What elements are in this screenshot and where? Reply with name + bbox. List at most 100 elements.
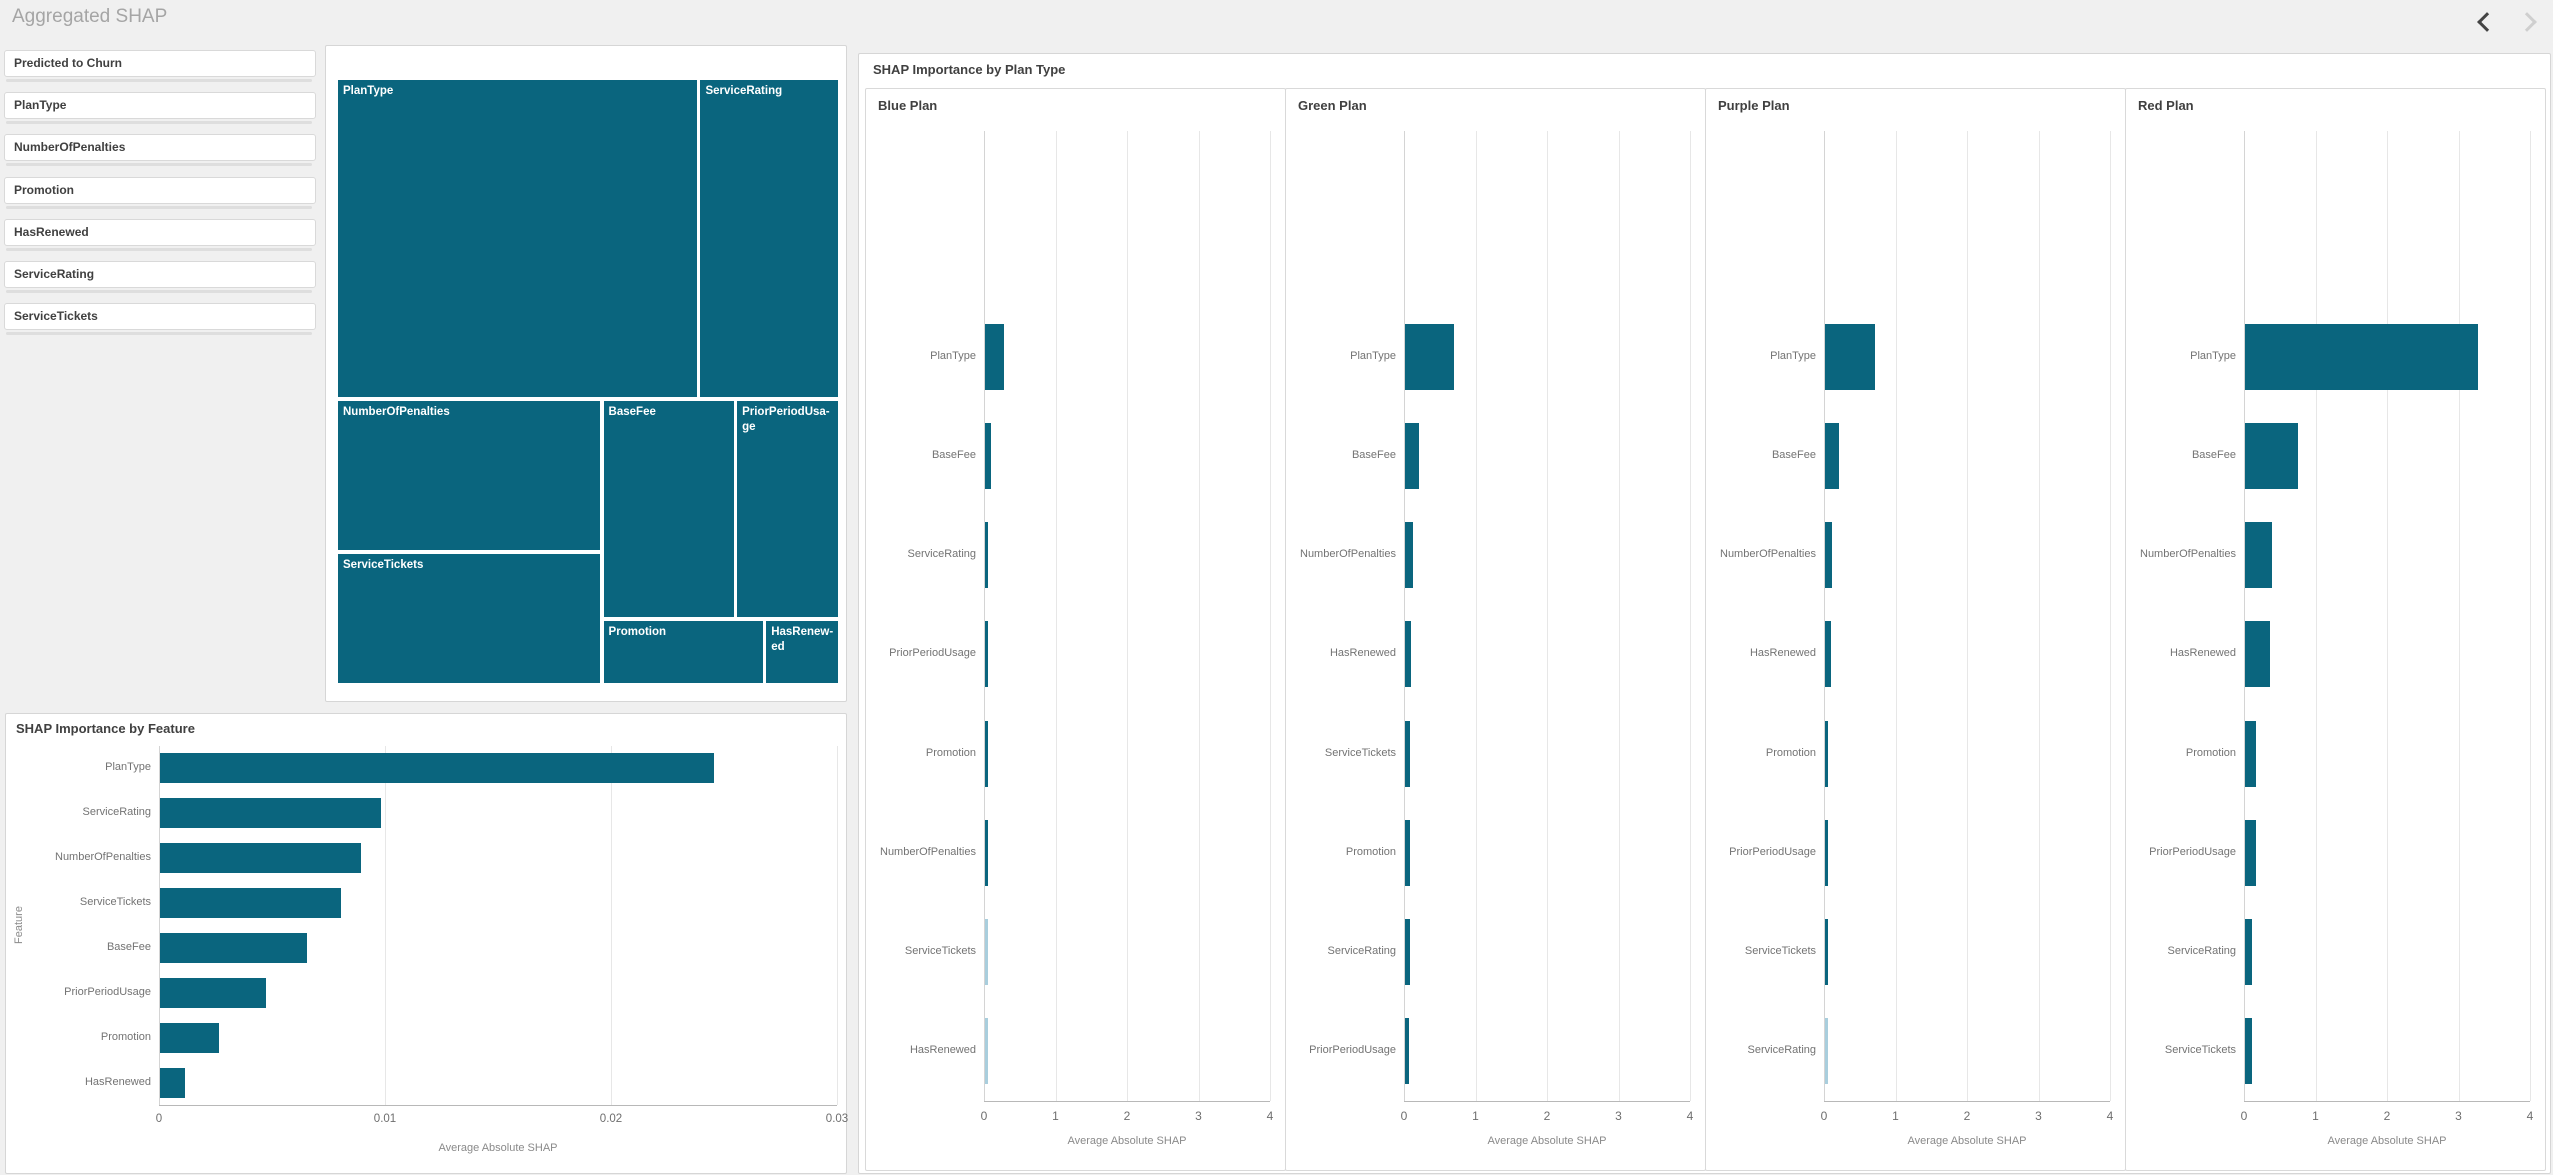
bar-numberofpenalties[interactable] bbox=[1405, 522, 1413, 589]
bar-servicerating[interactable] bbox=[160, 798, 382, 829]
treemap-cell-Promotion[interactable]: Promotion bbox=[602, 619, 764, 684]
bar-basefee[interactable] bbox=[1405, 422, 1419, 489]
x-tick-label: 2 bbox=[1963, 1109, 1971, 1123]
bar-numberofpenalties[interactable] bbox=[160, 843, 362, 874]
category-label-basefee: BaseFee bbox=[106, 940, 151, 953]
filter-pane-plantype[interactable]: PlanType bbox=[4, 92, 316, 119]
category-label-servicerating: ServiceRating bbox=[2167, 945, 2236, 958]
y-axis-title: Feature bbox=[13, 906, 25, 944]
prev-sheet-button[interactable] bbox=[2472, 6, 2502, 36]
bar-servicetickets[interactable] bbox=[1405, 720, 1410, 787]
bar-priorperiodusage[interactable] bbox=[1825, 819, 1828, 886]
gridline bbox=[2530, 131, 2531, 1101]
bar-numberofpenalties[interactable] bbox=[2245, 522, 2273, 589]
bar-hasrenewed[interactable] bbox=[160, 1067, 185, 1098]
bar-basefee[interactable] bbox=[1825, 422, 1840, 489]
category-label-hasrenewed: HasRenewed bbox=[84, 1075, 151, 1088]
filter-pane-servicetickets[interactable]: ServiceTickets bbox=[4, 303, 316, 330]
bar-promotion[interactable] bbox=[985, 720, 988, 787]
x-axis-title: Average Absolute SHAP bbox=[1907, 1135, 2027, 1147]
category-label-promotion: Promotion bbox=[1345, 845, 1396, 858]
gridline bbox=[1270, 131, 1271, 1101]
category-label-promotion: Promotion bbox=[2185, 746, 2236, 759]
treemap-cell-BaseFee[interactable]: BaseFee bbox=[602, 399, 735, 618]
filter-pane-shadow bbox=[6, 332, 312, 335]
x-axis-title: Average Absolute SHAP bbox=[1487, 1135, 1607, 1147]
treemap-cell-label: NumberOfPenalties bbox=[343, 405, 450, 418]
x-tick-label: 1 bbox=[1892, 1109, 1899, 1123]
treemap-cell-label: BaseFee bbox=[608, 405, 656, 418]
filter-pane-label: PlanType bbox=[14, 98, 67, 112]
treemap: PlanType ServiceRating NumberOfPenalties Se… bbox=[337, 79, 839, 684]
gridline bbox=[2458, 131, 2460, 1101]
treemap-cell-NumberOfPenalties[interactable]: NumberOfPenalties bbox=[337, 399, 602, 551]
bar-plantype[interactable] bbox=[2245, 323, 2479, 390]
treemap-cell-label: PlanType bbox=[343, 85, 394, 97]
bar-priorperiodusage[interactable] bbox=[985, 621, 988, 688]
treemap-cell-label: ServiceRating bbox=[705, 85, 783, 97]
bar-servicetickets[interactable] bbox=[1825, 919, 1828, 986]
bar-plantype[interactable] bbox=[1825, 323, 1876, 390]
bar-promotion[interactable] bbox=[2245, 720, 2256, 787]
filter-pane-hasrenewed[interactable]: HasRenewed bbox=[4, 219, 316, 246]
treemap-cell-ServiceRating[interactable]: ServiceRating bbox=[699, 79, 839, 398]
bar-hasrenewed[interactable] bbox=[2245, 621, 2271, 688]
bar-promotion[interactable] bbox=[1825, 720, 1828, 787]
x-tick-label: 4 bbox=[1686, 1109, 1694, 1123]
x-tick-label: 3 bbox=[1615, 1109, 1622, 1123]
category-label-servicerating: ServiceRating bbox=[1327, 945, 1396, 958]
filter-pane-predicted-to-churn[interactable]: Predicted to Churn bbox=[4, 50, 316, 77]
bar-servicetickets[interactable] bbox=[985, 919, 988, 986]
category-label-plantype: PlanType bbox=[1350, 349, 1396, 362]
gridline bbox=[2315, 131, 2317, 1101]
bar-promotion[interactable] bbox=[160, 1022, 219, 1053]
category-label-promotion: Promotion bbox=[925, 746, 976, 759]
bar-priorperiodusage[interactable] bbox=[160, 977, 267, 1008]
treemap-cell-PlanType[interactable]: PlanType bbox=[337, 79, 698, 398]
bar-hasrenewed[interactable] bbox=[985, 1018, 988, 1085]
x-axis-title: Average Absolute SHAP bbox=[438, 1142, 558, 1154]
bar-priorperiodusage[interactable] bbox=[2245, 819, 2256, 886]
bar-hasrenewed[interactable] bbox=[1825, 621, 1832, 688]
bar-priorperiodusage[interactable] bbox=[1405, 1018, 1409, 1085]
category-label-basefee: BaseFee bbox=[931, 448, 976, 461]
bar-servicerating[interactable] bbox=[2245, 919, 2253, 986]
filter-pane-numberofpenalties[interactable]: NumberOfPenalties bbox=[4, 134, 316, 161]
bar-basefee[interactable] bbox=[985, 422, 992, 489]
shap-by-plan-type-card: SHAP Importance by Plan Type Blue Plan 0 1… bbox=[858, 53, 2551, 1174]
bar-plantype[interactable] bbox=[985, 323, 1004, 390]
x-tick-label: 4 bbox=[2526, 1109, 2534, 1123]
treemap-cell-PriorPeriodUsage[interactable]: PriorPeriodUsa- ge bbox=[736, 399, 839, 618]
filter-pane-promotion[interactable]: Promotion bbox=[4, 177, 316, 204]
bar-promotion[interactable] bbox=[1405, 819, 1410, 886]
bar-numberofpenalties[interactable] bbox=[1825, 522, 1833, 589]
bar-hasrenewed[interactable] bbox=[1405, 621, 1411, 688]
bar-servicerating[interactable] bbox=[985, 522, 989, 589]
bar-numberofpenalties[interactable] bbox=[985, 819, 988, 886]
filter-pane-label: Predicted to Churn bbox=[14, 56, 123, 70]
panel-title: SHAP Importance by Plan Type bbox=[873, 62, 1066, 77]
x-tick-label: 4 bbox=[1266, 1109, 1274, 1123]
bar-servicetickets[interactable] bbox=[2245, 1018, 2253, 1085]
category-label-hasrenewed: HasRenewed bbox=[1329, 647, 1396, 660]
gridline bbox=[1198, 131, 1200, 1101]
category-label-plantype: PlanType bbox=[2190, 349, 2236, 362]
treemap-cell-ServiceTickets[interactable]: ServiceTickets bbox=[337, 553, 602, 684]
next-sheet-button[interactable] bbox=[2512, 6, 2542, 36]
treemap-cell-label: Promotion bbox=[608, 625, 667, 638]
bar-servicerating[interactable] bbox=[1825, 1018, 1828, 1085]
category-label-plantype: PlanType bbox=[105, 761, 151, 774]
bar-plantype[interactable] bbox=[1405, 323, 1455, 390]
filter-pane-servicerating[interactable]: ServiceRating bbox=[4, 261, 316, 288]
bar-plantype[interactable] bbox=[160, 753, 714, 784]
x-axis-line bbox=[984, 1101, 1270, 1102]
bar-servicetickets[interactable] bbox=[160, 888, 341, 919]
x-tick-label: 0 bbox=[1400, 1109, 1408, 1123]
category-label-servicetickets: ServiceTickets bbox=[79, 896, 151, 909]
treemap-cell-HasRenewed[interactable]: HasRenew- ed bbox=[765, 619, 839, 684]
plan-chart-blue-plan: Blue Plan 0 1 2 3 4 PlanType BaseFee ServiceRati… bbox=[865, 88, 1286, 1171]
bar-basefee[interactable] bbox=[2245, 422, 2298, 489]
bar-servicerating[interactable] bbox=[1405, 919, 1410, 986]
bar-basefee[interactable] bbox=[160, 932, 307, 963]
gridline bbox=[1404, 131, 1405, 1101]
